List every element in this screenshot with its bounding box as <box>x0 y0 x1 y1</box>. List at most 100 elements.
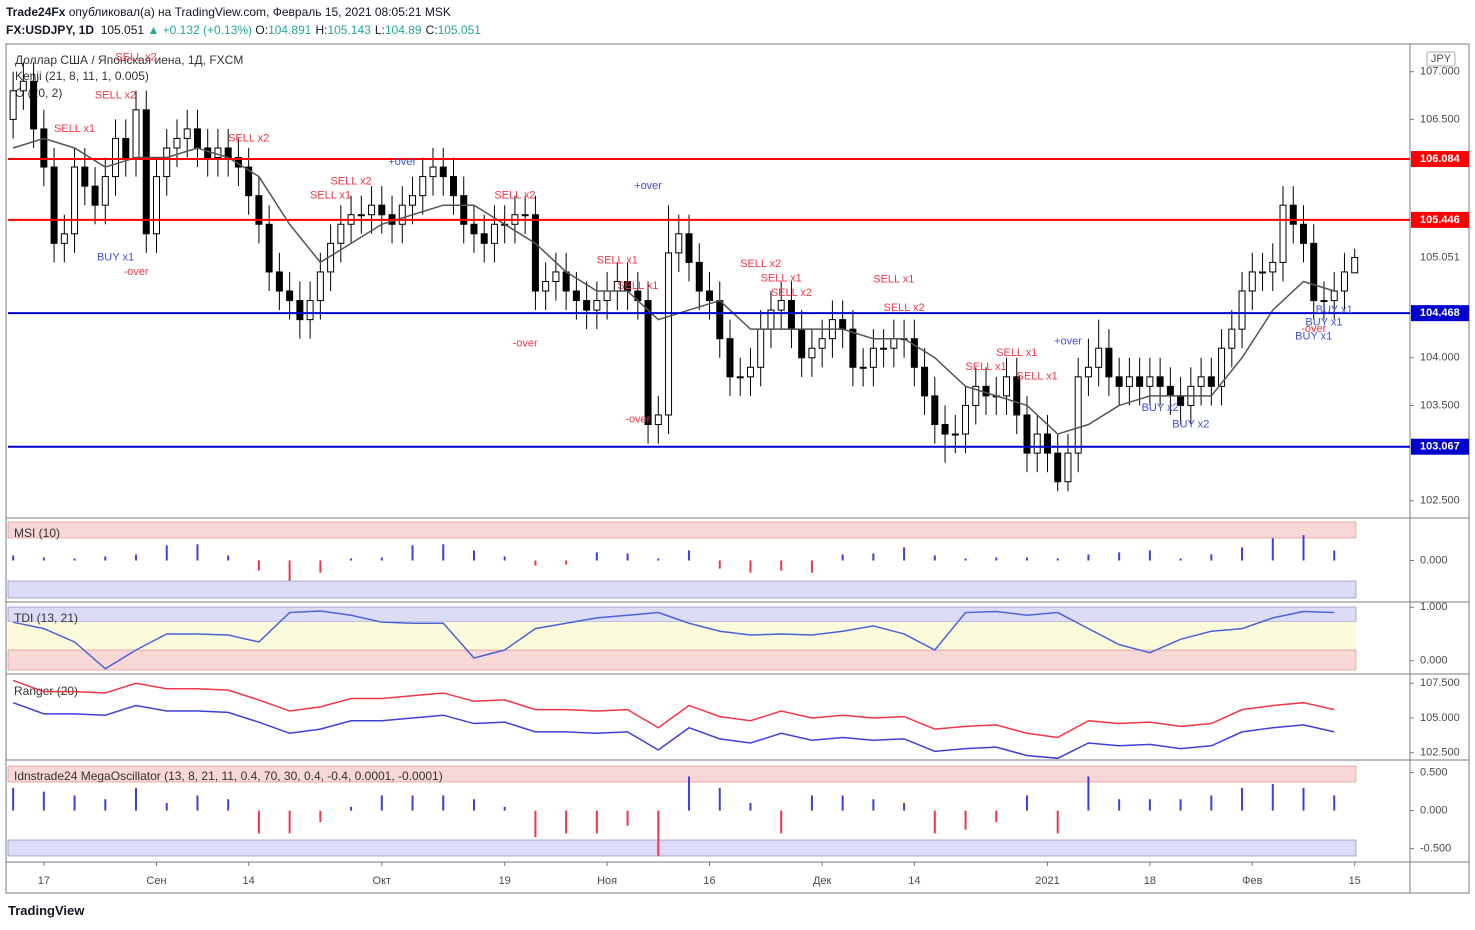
histogram-bar <box>1241 787 1244 811</box>
histogram-bar <box>1148 550 1151 561</box>
candle-body <box>1310 242 1318 302</box>
indicator-label: Kenji (21, 8, 11, 1, 0.005) <box>15 69 149 83</box>
x-tick-label: 16 <box>703 875 715 887</box>
histogram-bar <box>135 787 138 811</box>
histogram-bar <box>196 544 199 561</box>
candle-body <box>60 233 68 244</box>
candle-body <box>706 290 714 302</box>
candle-body <box>306 300 314 321</box>
candle-body <box>746 366 754 378</box>
histogram-bar <box>104 556 107 561</box>
histogram-bar <box>1210 554 1213 561</box>
histogram-bar <box>903 547 906 561</box>
histogram-bar <box>810 795 813 811</box>
candle-body <box>716 300 724 340</box>
candle-body <box>726 338 734 378</box>
signal-label: SELL x2 <box>883 302 924 314</box>
level-label: 104.468 <box>1420 307 1460 319</box>
pane-borders <box>5 43 1470 894</box>
footer-brand: TradingView <box>8 903 85 918</box>
candle-body <box>572 290 580 302</box>
histogram-bar <box>227 799 230 811</box>
candle-body <box>880 347 888 350</box>
signal-label: -over <box>1301 323 1326 335</box>
candle-body <box>1064 452 1072 483</box>
histogram-bar <box>350 806 353 811</box>
x-tick-label: Ноя <box>597 875 617 887</box>
histogram-bar <box>1302 787 1305 811</box>
histogram-bar <box>12 555 15 561</box>
candle-body <box>409 195 417 206</box>
candle-body <box>163 147 171 178</box>
candle-body <box>890 338 898 349</box>
candle-body <box>777 300 785 311</box>
histogram-bar <box>1118 552 1121 561</box>
histogram-bar <box>595 552 598 561</box>
histogram-bar <box>12 787 15 811</box>
candle-body <box>685 233 693 263</box>
change: ▲ +0.132 (+0.13%) <box>147 23 253 37</box>
histogram-bar <box>565 810 568 834</box>
candle-body <box>931 395 939 426</box>
y-tick-label: 107.500 <box>1420 677 1460 689</box>
candle-body <box>1054 452 1062 483</box>
histogram-bar <box>688 550 691 561</box>
o-value: 104.891 <box>268 23 312 37</box>
histogram-bar <box>1025 557 1028 561</box>
signal-label: BUY x2 <box>1142 402 1179 414</box>
candle-body <box>951 433 959 436</box>
candle-body <box>1289 204 1297 225</box>
candle-body <box>357 214 365 217</box>
candle-body <box>675 233 683 254</box>
histogram-bar <box>42 557 45 561</box>
candle-body <box>101 176 109 206</box>
x-tick-label: Дек <box>813 875 832 887</box>
y-tick-label: 105.000 <box>1420 712 1460 724</box>
main-title: Доллар США / Японская иена, 1Д, FXCM <box>15 53 243 67</box>
candle-body <box>531 214 539 292</box>
x-tick-label: Сен <box>146 875 166 887</box>
candle-body <box>654 414 662 426</box>
candle-body <box>112 137 120 178</box>
candle-body <box>736 376 744 379</box>
histogram-bar <box>1179 558 1182 561</box>
histogram-bar <box>534 560 537 566</box>
candle-body <box>593 300 601 311</box>
candle-body <box>798 328 806 359</box>
candle-body <box>695 261 703 292</box>
candle-body <box>757 328 765 368</box>
signal-label: +over <box>634 180 662 192</box>
histogram-bar <box>626 810 629 826</box>
x-tick-label: 14 <box>908 875 920 887</box>
candle-body <box>583 300 591 311</box>
candle-body <box>419 176 427 197</box>
histogram-bar <box>995 557 998 561</box>
histogram-bar <box>657 810 660 857</box>
indicator-line <box>12 701 1335 760</box>
x-tick-label: 18 <box>1144 875 1156 887</box>
x-tick-label: 14 <box>243 875 255 887</box>
histogram-bar <box>810 560 813 573</box>
level-label-bg <box>1411 438 1469 455</box>
chart: JPY Доллар США / Японская иена, 1Д, FXCM… <box>5 43 1470 894</box>
histogram-bar <box>1056 558 1059 561</box>
histogram-bar <box>165 545 168 561</box>
osc-upper-band <box>7 765 1357 783</box>
signal-label: SELL x2 <box>494 190 535 202</box>
candle-body <box>337 223 345 244</box>
last-price-label: 105.051 <box>1420 251 1460 263</box>
histogram-bar <box>780 560 783 571</box>
candle-body <box>316 271 324 302</box>
histogram-bar <box>227 555 230 561</box>
histogram-bar <box>1056 810 1059 834</box>
candle-body <box>941 424 949 435</box>
histogram-bar <box>933 555 936 561</box>
signal-label: SELL x2 <box>115 51 156 63</box>
candle-body <box>460 195 468 225</box>
candle-body <box>603 290 611 302</box>
histogram-bar <box>442 544 445 561</box>
signal-label: SELL x1 <box>597 254 638 266</box>
candle-body <box>1084 366 1092 378</box>
candle-body <box>1095 347 1103 368</box>
candle-body <box>1269 261 1277 273</box>
